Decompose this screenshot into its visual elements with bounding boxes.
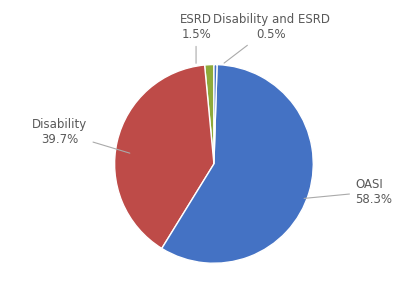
Text: OASI
58.3%: OASI 58.3% [304,178,392,206]
Wedge shape [204,65,214,164]
Wedge shape [162,65,313,263]
Wedge shape [214,65,217,164]
Text: ESRD
1.5%: ESRD 1.5% [180,13,212,63]
Text: Disability and ESRD
0.5%: Disability and ESRD 0.5% [213,13,330,63]
Wedge shape [115,65,214,249]
Text: Disability
39.7%: Disability 39.7% [32,118,130,153]
